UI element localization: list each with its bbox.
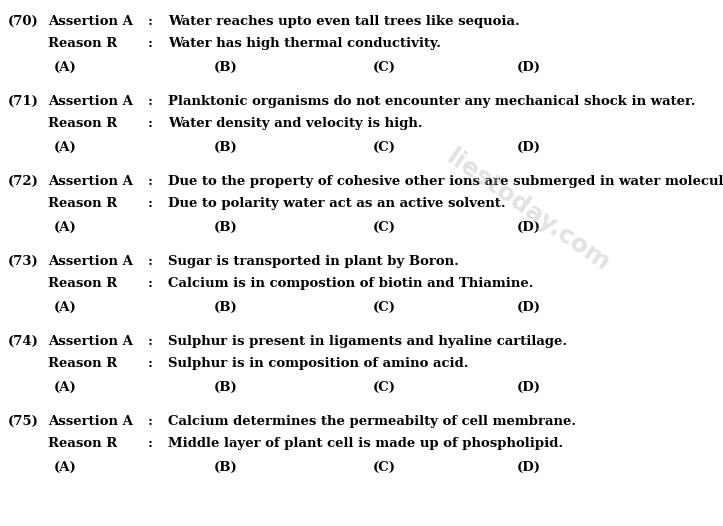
Text: liestoday.com: liestoday.com xyxy=(442,145,614,276)
Text: (C): (C) xyxy=(372,141,395,154)
Text: (D): (D) xyxy=(517,61,541,74)
Text: :: : xyxy=(148,175,153,188)
Text: Reason R: Reason R xyxy=(48,117,117,130)
Text: Due to polarity water act as an active solvent.: Due to polarity water act as an active s… xyxy=(168,197,505,210)
Text: (75): (75) xyxy=(8,415,39,428)
Text: Reason R: Reason R xyxy=(48,197,117,210)
Text: (D): (D) xyxy=(517,461,541,474)
Text: (B): (B) xyxy=(213,61,237,74)
Text: (A): (A) xyxy=(54,61,77,74)
Text: Sulphur is in composition of amino acid.: Sulphur is in composition of amino acid. xyxy=(168,357,469,370)
Text: Water has high thermal conductivity.: Water has high thermal conductivity. xyxy=(168,37,441,50)
Text: (A): (A) xyxy=(54,141,77,154)
Text: :: : xyxy=(148,37,153,50)
Text: Assertion A: Assertion A xyxy=(48,95,133,108)
Text: :: : xyxy=(148,277,153,290)
Text: (B): (B) xyxy=(213,141,237,154)
Text: Reason R: Reason R xyxy=(48,437,117,450)
Text: Reason R: Reason R xyxy=(48,357,117,370)
Text: Sulphur is present in ligaments and hyaline cartilage.: Sulphur is present in ligaments and hyal… xyxy=(168,335,567,348)
Text: Assertion A: Assertion A xyxy=(48,255,133,268)
Text: :: : xyxy=(148,15,153,28)
Text: :: : xyxy=(148,415,153,428)
Text: (73): (73) xyxy=(8,255,39,268)
Text: (A): (A) xyxy=(54,461,77,474)
Text: (B): (B) xyxy=(213,221,237,234)
Text: (A): (A) xyxy=(54,221,77,234)
Text: Reason R: Reason R xyxy=(48,277,117,290)
Text: Assertion A: Assertion A xyxy=(48,415,133,428)
Text: (A): (A) xyxy=(54,381,77,394)
Text: (B): (B) xyxy=(213,301,237,314)
Text: :: : xyxy=(148,95,153,108)
Text: Water density and velocity is high.: Water density and velocity is high. xyxy=(168,117,423,130)
Text: Assertion A: Assertion A xyxy=(48,335,133,348)
Text: (B): (B) xyxy=(213,381,237,394)
Text: (C): (C) xyxy=(372,221,395,234)
Text: :: : xyxy=(148,117,153,130)
Text: (C): (C) xyxy=(372,61,395,74)
Text: (D): (D) xyxy=(517,301,541,314)
Text: :: : xyxy=(148,197,153,210)
Text: Planktonic organisms do not encounter any mechanical shock in water.: Planktonic organisms do not encounter an… xyxy=(168,95,696,108)
Text: Water reaches upto even tall trees like sequoia.: Water reaches upto even tall trees like … xyxy=(168,15,520,28)
Text: Calcium is in compostion of biotin and Thiamine.: Calcium is in compostion of biotin and T… xyxy=(168,277,534,290)
Text: Assertion A: Assertion A xyxy=(48,175,133,188)
Text: Middle layer of plant cell is made up of phospholipid.: Middle layer of plant cell is made up of… xyxy=(168,437,563,450)
Text: (A): (A) xyxy=(54,301,77,314)
Text: (70): (70) xyxy=(8,15,39,28)
Text: :: : xyxy=(148,255,153,268)
Text: (C): (C) xyxy=(372,461,395,474)
Text: Due to the property of cohesive other ions are submerged in water molecule.: Due to the property of cohesive other io… xyxy=(168,175,723,188)
Text: :: : xyxy=(148,357,153,370)
Text: (74): (74) xyxy=(8,335,39,348)
Text: (C): (C) xyxy=(372,381,395,394)
Text: Reason R: Reason R xyxy=(48,37,117,50)
Text: (D): (D) xyxy=(517,221,541,234)
Text: (B): (B) xyxy=(213,461,237,474)
Text: Calcium determines the permeabilty of cell membrane.: Calcium determines the permeabilty of ce… xyxy=(168,415,576,428)
Text: (72): (72) xyxy=(8,175,39,188)
Text: (D): (D) xyxy=(517,381,541,394)
Text: (C): (C) xyxy=(372,301,395,314)
Text: Sugar is transported in plant by Boron.: Sugar is transported in plant by Boron. xyxy=(168,255,459,268)
Text: (71): (71) xyxy=(8,95,39,108)
Text: :: : xyxy=(148,437,153,450)
Text: (D): (D) xyxy=(517,141,541,154)
Text: :: : xyxy=(148,335,153,348)
Text: Assertion A: Assertion A xyxy=(48,15,133,28)
